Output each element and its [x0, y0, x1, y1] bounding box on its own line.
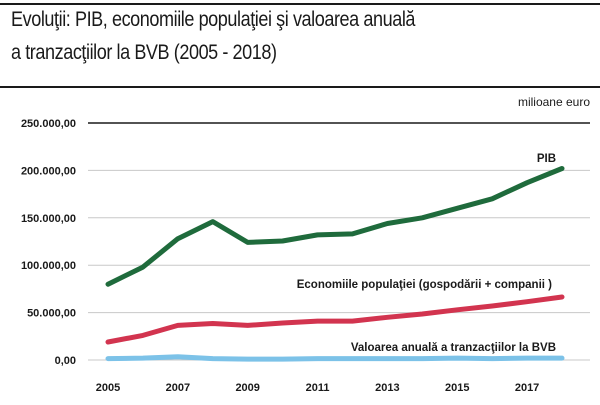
chart-title-line-1: Evoluţii: PIB, economiile populaţiei şi … — [11, 8, 416, 31]
x-tick-label: 2011 — [306, 382, 330, 394]
series-line-2 — [105, 354, 565, 362]
x-tick-label: 2005 — [96, 382, 120, 394]
x-tick-label: 2013 — [375, 382, 399, 394]
unit-label: milioane euro — [518, 95, 590, 109]
y-tick-label: 250.000,00 — [21, 118, 76, 130]
title-rule — [0, 86, 600, 88]
series-label-pib: PIB — [537, 153, 556, 165]
x-tick-label: 2015 — [445, 382, 469, 394]
gridlines — [88, 122, 590, 361]
y-tick-label: 100.000,00 — [21, 260, 76, 272]
y-axis-ticks: 0,00 50.000,00 100.000,00 150.000,00 200.000… — [21, 118, 76, 367]
series-label-bvb: Valoarea anuală a tranzacţiilor la BVB — [351, 342, 556, 354]
x-tick-label: 2009 — [235, 382, 259, 394]
series-line-1 — [105, 294, 565, 345]
y-tick-label: 50.000,00 — [27, 308, 76, 320]
x-tick-label: 2007 — [166, 382, 190, 394]
series-lines — [105, 166, 565, 362]
series-line-0 — [105, 166, 565, 287]
series-label-economii: Economiile populaţiei (gospodării + comp… — [297, 279, 552, 291]
x-axis-ticks: 2005 2007 2009 2011 2013 2015 2017 — [96, 382, 540, 394]
chart-title-line-2: a tranzacţiilor la BVB (2005 - 2018) — [11, 41, 277, 64]
y-tick-label: 200.000,00 — [21, 165, 76, 177]
y-tick-label: 150.000,00 — [21, 213, 76, 225]
top-rule — [0, 3, 600, 5]
x-tick-label: 2017 — [515, 382, 539, 394]
y-tick-label: 0,00 — [55, 355, 76, 367]
